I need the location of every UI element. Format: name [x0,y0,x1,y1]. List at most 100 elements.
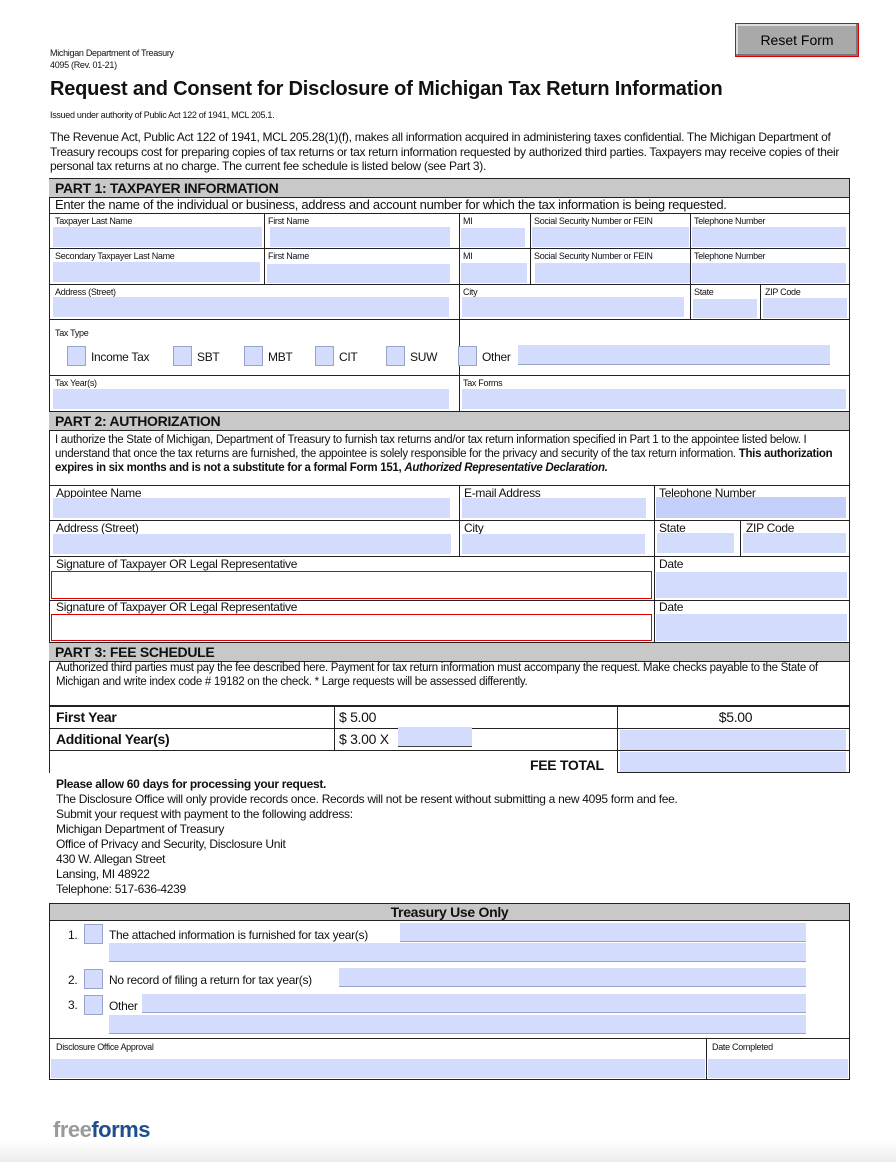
appointee-city-input[interactable] [462,534,645,554]
taxpayer-phone-input[interactable] [692,227,846,247]
label: Address (Street) [55,287,116,297]
appointee-email-input[interactable] [462,498,646,518]
additional-fee: $ 3.00 X [339,731,389,747]
checkbox-label: SBT [197,350,220,364]
tax-years-input[interactable] [53,389,449,409]
additional-years-total-input[interactable] [620,730,846,750]
fee-total-input[interactable] [620,752,846,772]
reset-form-button[interactable]: Reset Form [735,23,859,57]
item-label: No record of filing a return for tax yea… [109,973,312,987]
label: Signature of Taxpayer OR Legal Represent… [56,600,298,614]
tax-forms-input[interactable] [462,389,846,409]
taxpayer-ssn-input[interactable] [532,227,689,247]
form-number: 4095 (Rev. 01-21) [50,60,117,70]
fee-text: Authorized third parties must pay the fe… [56,662,818,688]
other-treasury-input[interactable] [142,994,806,1013]
approval-input[interactable] [51,1059,705,1078]
appointee-state-input[interactable] [657,533,734,553]
dept-name: Michigan Department of Treasury [50,48,174,58]
taxpayer-zip-input[interactable] [763,298,847,318]
label: Secondary Taxpayer Last Name [55,251,175,261]
additional-years-label: Additional Year(s) [56,731,170,747]
first-year-total: $5.00 [718,709,753,725]
date-completed-input[interactable] [708,1059,848,1078]
checkbox-label: Income Tax [91,350,150,364]
signature-date-1-input[interactable] [656,572,847,598]
checkbox-label: SUW [410,350,438,364]
other-checkbox[interactable] [458,346,477,366]
label: Social Security Number or FEIN [534,251,653,261]
label: Social Security Number or FEIN [534,216,653,226]
taxpayer-address-input[interactable] [53,297,449,317]
secondary-last-name-input[interactable] [53,262,260,282]
label: E-mail Address [464,486,541,500]
other-treasury-checkbox[interactable] [84,995,103,1015]
checkbox-label: MBT [268,350,293,364]
part1-header: PART 1: TAXPAYER INFORMATION [49,178,849,198]
furnished-checkbox[interactable] [84,924,103,944]
label: State [694,287,714,297]
label: MI [463,216,473,226]
item-number: 2. [68,973,78,987]
secondary-first-name-input[interactable] [267,264,450,283]
taxpayer-last-name-input[interactable] [53,227,262,247]
secondary-phone-input[interactable] [692,263,846,283]
signature-field-2[interactable] [51,614,652,641]
item-label: Other [109,999,138,1013]
signature-field-1[interactable] [51,571,652,599]
first-year-fee: $ 5.00 [339,709,377,725]
part3-header: PART 3: FEE SCHEDULE [49,642,849,662]
mailing-info: The Disclosure Office will only provide … [56,792,678,896]
no-record-years-input[interactable] [339,968,806,987]
label: State [659,521,686,535]
appointee-zip-input[interactable] [743,533,846,553]
page-bottom-shadow [0,1140,896,1162]
label: Telephone Number [694,251,766,261]
treasury-header: Treasury Use Only [49,903,850,921]
checkbox-label: Other [482,350,511,364]
label: Taxpayer Last Name [55,216,133,226]
processing-note: Please allow 60 days for processing your… [56,777,327,791]
item-label: The attached information is furnished fo… [109,928,368,942]
part1-instruction: Enter the name of the individual or busi… [55,197,727,212]
label: Date [659,557,684,571]
taxpayer-state-input[interactable] [693,299,757,318]
label: ZIP Code [765,287,801,297]
secondary-ssn-input[interactable] [535,263,690,283]
appointee-address-input[interactable] [53,534,451,554]
item-number: 3. [68,998,78,1012]
item-number: 1. [68,928,78,942]
label: Telephone Number [659,486,756,500]
furnished-years-input-2[interactable] [109,943,806,962]
income-tax-checkbox[interactable] [67,346,86,366]
additional-years-count-input[interactable] [398,727,472,747]
label: Appointee Name [56,486,142,500]
label: Telephone Number [694,216,766,226]
suw-checkbox[interactable] [386,346,405,366]
sbt-checkbox[interactable] [173,346,192,366]
label: Date Completed [712,1042,773,1052]
signature-date-2-input[interactable] [656,614,847,641]
label: Tax Year(s) [55,378,97,388]
label: First Name [268,216,310,226]
taxpayer-mi-input[interactable] [461,228,525,247]
appointee-name-input[interactable] [53,498,450,518]
label: Signature of Taxpayer OR Legal Represent… [56,557,298,571]
taxpayer-first-name-input[interactable] [270,227,450,247]
label: Tax Forms [463,378,503,388]
freeforms-logo: freeforms [53,1117,150,1142]
secondary-mi-input[interactable] [461,263,527,283]
first-year-label: First Year [56,709,117,725]
mbt-checkbox[interactable] [244,346,263,366]
label: City [463,287,478,297]
no-record-checkbox[interactable] [84,969,103,989]
taxpayer-city-input[interactable] [462,297,684,317]
authority-note: Issued under authority of Public Act 122… [50,110,275,120]
cit-checkbox[interactable] [315,346,334,366]
other-tax-type-input[interactable] [518,345,830,365]
other-treasury-input-2[interactable] [109,1015,806,1034]
label: First Name [268,251,310,261]
furnished-years-input[interactable] [400,923,806,942]
label: Date [659,600,684,614]
appointee-phone-input[interactable] [656,497,846,518]
